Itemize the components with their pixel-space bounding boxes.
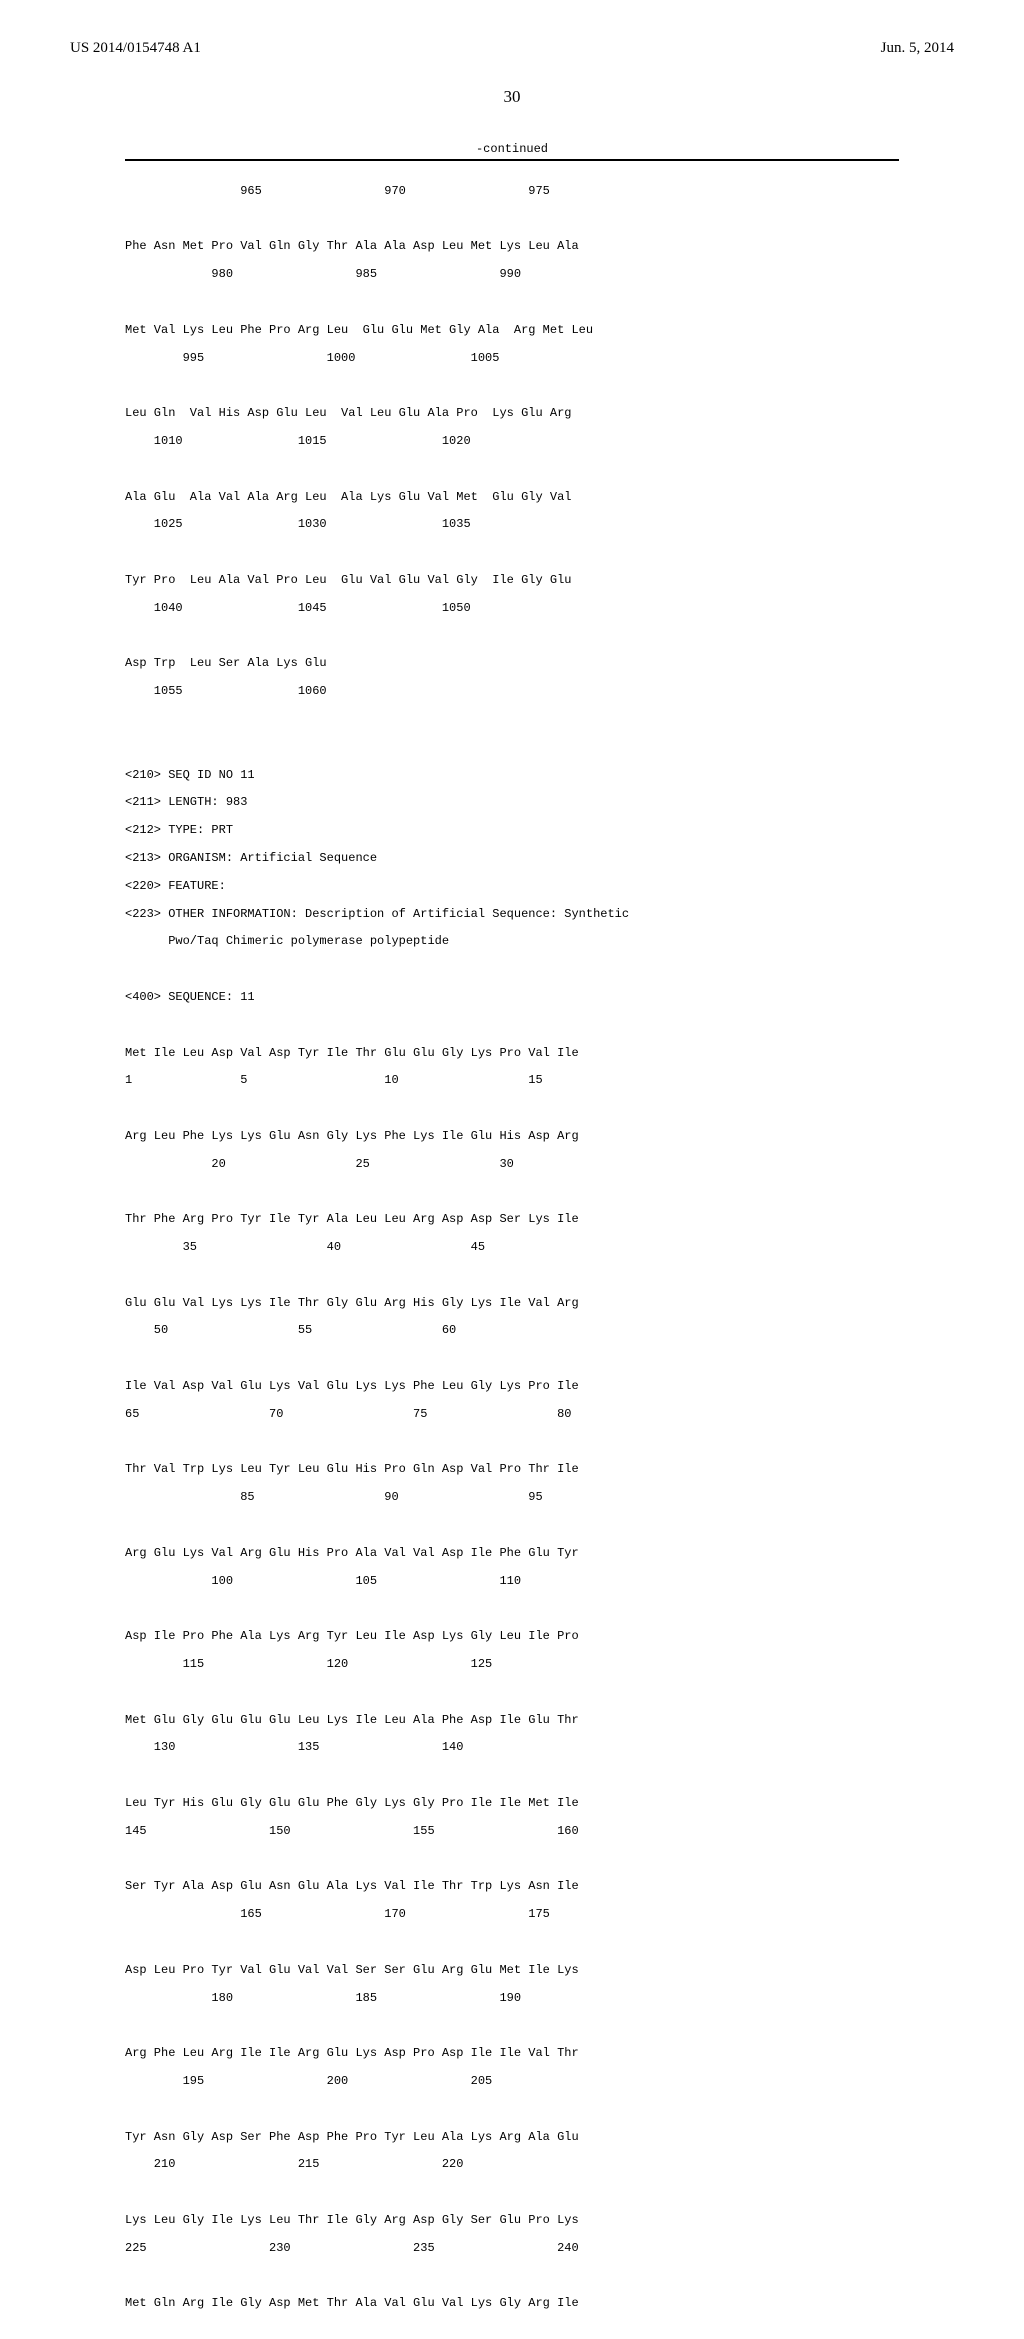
continued-label: -continued (70, 142, 954, 156)
blank-line (125, 713, 899, 727)
publication-number: US 2014/0154748 A1 (70, 40, 201, 57)
blank-line (125, 546, 899, 560)
sequence-row: Lys Leu Gly Ile Lys Leu Thr Ile Gly Arg … (125, 2214, 899, 2228)
sequence-row: Leu Gln Val His Asp Glu Leu Val Leu Glu … (125, 407, 899, 421)
meta-line: <210> SEQ ID NO 11 (125, 769, 899, 783)
blank-line (125, 1019, 899, 1033)
position-line: 1010 1015 1020 (125, 435, 899, 449)
position-line: 1040 1045 1050 (125, 602, 899, 616)
blank-line (125, 1686, 899, 1700)
page: US 2014/0154748 A1 Jun. 5, 2014 30 -cont… (0, 0, 1024, 1320)
sequence-row: Asp Ile Pro Phe Ala Lys Arg Tyr Leu Ile … (125, 1630, 899, 1644)
position-line: 195 200 205 (125, 2075, 899, 2089)
sequence-row: Met Ile Leu Asp Val Asp Tyr Ile Thr Glu … (125, 1047, 899, 1061)
sequence-row: Leu Tyr His Glu Gly Glu Glu Phe Gly Lys … (125, 1797, 899, 1811)
horizontal-rule (125, 159, 899, 161)
blank-line (125, 963, 899, 977)
sequence-row: Ile Val Asp Val Glu Lys Val Glu Lys Lys … (125, 1380, 899, 1394)
position-line: 85 90 95 (125, 1491, 899, 1505)
sequence-row: Tyr Pro Leu Ala Val Pro Leu Glu Val Glu … (125, 574, 899, 588)
blank-line (125, 1352, 899, 1366)
blank-line (125, 2270, 899, 2284)
meta-line: <400> SEQUENCE: 11 (125, 991, 899, 1005)
position-line: 145 150 155 160 (125, 1825, 899, 1839)
sequence-row: Thr Val Trp Lys Leu Tyr Leu Glu His Pro … (125, 1463, 899, 1477)
meta-line: <212> TYPE: PRT (125, 824, 899, 838)
publication-date: Jun. 5, 2014 (881, 40, 954, 57)
sequence-row: Thr Phe Arg Pro Tyr Ile Tyr Ala Leu Leu … (125, 1213, 899, 1227)
position-line: 1 5 10 15 (125, 1074, 899, 1088)
position-line: 1055 1060 (125, 685, 899, 699)
sequence-row: Met Gln Arg Ile Gly Asp Met Thr Ala Val … (125, 2297, 899, 2311)
sequence-row: Phe Asn Met Pro Val Gln Gly Thr Ala Ala … (125, 240, 899, 254)
position-line: 100 105 110 (125, 1575, 899, 1589)
blank-line (125, 463, 899, 477)
blank-line (125, 630, 899, 644)
blank-line (125, 1853, 899, 1867)
meta-line: <223> OTHER INFORMATION: Description of … (125, 908, 899, 922)
meta-line: <213> ORGANISM: Artificial Sequence (125, 852, 899, 866)
sequence-row: Tyr Asn Gly Asp Ser Phe Asp Phe Pro Tyr … (125, 2131, 899, 2145)
sequence-row: Arg Leu Phe Lys Lys Glu Asn Gly Lys Phe … (125, 1130, 899, 1144)
blank-line (125, 296, 899, 310)
position-line: 165 170 175 (125, 1908, 899, 1922)
sequence-row: Met Val Lys Leu Phe Pro Arg Leu Glu Glu … (125, 324, 899, 338)
sequence-listing: 965 970 975 Phe Asn Met Pro Val Gln Gly … (125, 171, 899, 2339)
blank-line (125, 379, 899, 393)
sequence-row: Arg Glu Lys Val Arg Glu His Pro Ala Val … (125, 1547, 899, 1561)
blank-line (125, 1936, 899, 1950)
position-line: 210 215 220 (125, 2158, 899, 2172)
blank-line (125, 1185, 899, 1199)
position-line: 980 985 990 (125, 268, 899, 282)
sequence-row: Asp Trp Leu Ser Ala Lys Glu (125, 657, 899, 671)
position-line: 20 25 30 (125, 1158, 899, 1172)
position-line: 225 230 235 240 (125, 2242, 899, 2256)
blank-line (125, 1102, 899, 1116)
position-line: 965 970 975 (125, 185, 899, 199)
blank-line (125, 1769, 899, 1783)
blank-line (125, 2019, 899, 2033)
meta-line: <220> FEATURE: (125, 880, 899, 894)
position-line: 1025 1030 1035 (125, 518, 899, 532)
blank-line (125, 1602, 899, 1616)
meta-line: <211> LENGTH: 983 (125, 796, 899, 810)
sequence-row: Ala Glu Ala Val Ala Arg Leu Ala Lys Glu … (125, 491, 899, 505)
blank-line (125, 1519, 899, 1533)
position-line: 35 40 45 (125, 1241, 899, 1255)
position-line: 995 1000 1005 (125, 352, 899, 366)
position-line: 180 185 190 (125, 1992, 899, 2006)
position-line: 50 55 60 (125, 1324, 899, 1338)
blank-line (125, 1436, 899, 1450)
sequence-row: Arg Phe Leu Arg Ile Ile Arg Glu Lys Asp … (125, 2047, 899, 2061)
sequence-row: Ser Tyr Ala Asp Glu Asn Glu Ala Lys Val … (125, 1880, 899, 1894)
blank-line (125, 2103, 899, 2117)
position-line: 115 120 125 (125, 1658, 899, 1672)
position-line: 65 70 75 80 (125, 1408, 899, 1422)
meta-line: Pwo/Taq Chimeric polymerase polypeptide (125, 935, 899, 949)
blank-line (125, 2186, 899, 2200)
blank-line (125, 213, 899, 227)
blank-line (125, 741, 899, 755)
sequence-row: Glu Glu Val Lys Lys Ile Thr Gly Glu Arg … (125, 1297, 899, 1311)
page-header: US 2014/0154748 A1 Jun. 5, 2014 (70, 40, 954, 57)
position-line: 130 135 140 (125, 1741, 899, 1755)
sequence-row: Met Glu Gly Glu Glu Glu Leu Lys Ile Leu … (125, 1714, 899, 1728)
blank-line (125, 1269, 899, 1283)
sequence-row: Asp Leu Pro Tyr Val Glu Val Val Ser Ser … (125, 1964, 899, 1978)
page-number: 30 (70, 87, 954, 107)
